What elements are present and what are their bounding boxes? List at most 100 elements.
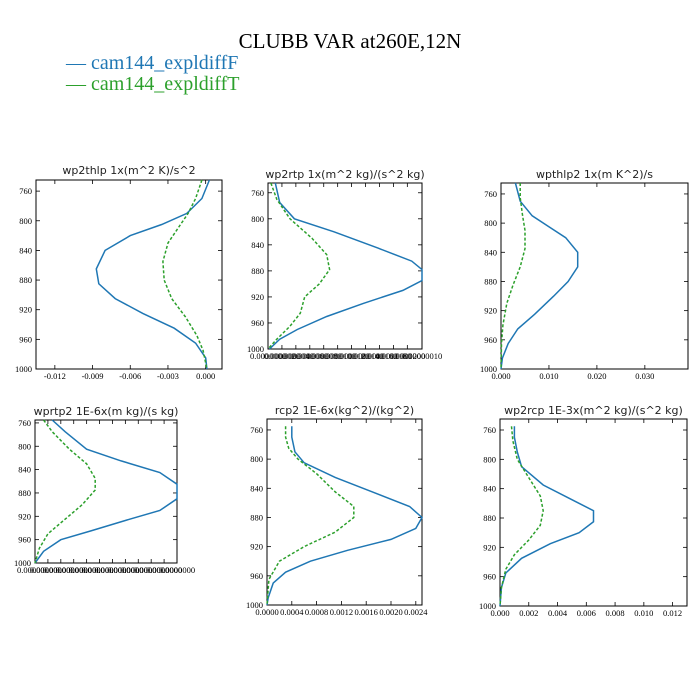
series-line-expldiffF	[266, 426, 423, 606]
y-tick-label: 760	[251, 188, 264, 198]
x-tick-label: 0.0000000	[56, 565, 92, 575]
y-tick-label: 960	[250, 571, 263, 581]
y-tick-label: 920	[251, 292, 264, 302]
x-tick-label: 0.0024	[404, 607, 428, 617]
plot-frame	[499, 418, 688, 607]
x-tick-label: 0.000	[490, 608, 509, 618]
y-tick-label: 960	[18, 535, 31, 545]
panel-4: rcp2 1E-6x(kg^2)/(kg^2) 760 800 840 880 920 96…	[246, 404, 428, 617]
y-tick-label: 840	[484, 247, 497, 257]
panel-3: wprtp2 1E-6x(m kg)/(s kg)760 800 840 880 920…	[14, 405, 195, 575]
x-tick-label: 0.0000000	[69, 565, 105, 575]
y-tick-label: 1000	[247, 344, 264, 354]
plot-frame	[500, 182, 689, 370]
y-tick-label: 760	[484, 189, 497, 199]
x-tick-label: 0.0000000	[94, 565, 130, 575]
x-tick-label: 0.0008	[305, 607, 328, 617]
plot-frame	[34, 419, 178, 564]
series-line-expldiffF	[500, 182, 579, 370]
x-tick-label: 0.0000080	[306, 351, 342, 361]
series-line-expldiffT	[162, 179, 208, 370]
y-tick-label: 1000	[246, 600, 263, 610]
x-tick-label: 0.0000000	[17, 565, 53, 575]
y-tick-label: 840	[18, 465, 31, 475]
x-tick-label: 0.0000000	[146, 565, 182, 575]
series-line-expldiffT	[34, 419, 96, 564]
panel-title: wprtp2 1E-6x(m kg)/(s kg)	[34, 405, 179, 418]
y-tick-label: 880	[19, 275, 32, 285]
x-tick-label: 0.010	[634, 608, 653, 618]
series-line-expldiffF	[499, 426, 595, 607]
x-tick-label: 0.000	[196, 371, 215, 381]
y-tick-label: 960	[251, 318, 264, 328]
y-tick-label: 800	[251, 214, 264, 224]
x-tick-label: 0.0000000	[43, 565, 79, 575]
x-tick-label: 0.0004	[280, 607, 304, 617]
y-tick-label: 880	[484, 276, 497, 286]
x-tick-label: 0.010	[539, 371, 558, 381]
x-tick-label: -0.012	[44, 371, 66, 381]
panel-title: rcp2 1E-6x(kg^2)/(kg^2)	[275, 404, 414, 417]
x-tick-label: 0.006	[577, 608, 596, 618]
series-line-expldiffF	[268, 182, 423, 350]
plot-frame	[266, 418, 423, 606]
x-tick-label: 0.0000000	[120, 565, 156, 575]
x-tick-label: 0.0000140	[347, 351, 383, 361]
series-line-expldiffT	[266, 426, 355, 606]
x-tick-label: 0.0000000	[30, 565, 66, 575]
y-tick-label: 1000	[479, 601, 496, 611]
y-tick-label: 880	[483, 513, 496, 523]
y-tick-label: 800	[18, 441, 31, 451]
y-tick-label: 1000	[14, 558, 31, 568]
y-tick-label: 920	[483, 542, 496, 552]
x-tick-label: 0.008	[606, 608, 625, 618]
x-tick-label: 0.0000180	[375, 351, 411, 361]
main-title: CLUBB VAR at260E,12N	[238, 29, 462, 53]
x-tick-label: 0.0000000	[159, 565, 195, 575]
y-tick-label: 760	[483, 425, 496, 435]
y-tick-label: 920	[19, 305, 32, 315]
y-tick-label: 840	[483, 484, 496, 494]
y-tick-label: 920	[484, 306, 497, 316]
y-tick-label: 800	[484, 218, 497, 228]
panel-0: wp2thlp 1x(m^2 K)/s^2 760 800 840 880 920 960 1…	[15, 164, 223, 381]
y-tick-label: 760	[250, 425, 263, 435]
x-tick-label: 0.0000000	[81, 565, 117, 575]
x-tick-label: 0.0000120	[334, 351, 370, 361]
y-tick-label: 840	[19, 245, 32, 255]
x-tick-label: 0.0000040	[278, 351, 314, 361]
panel-5: wp2rcp 1E-3x(m^2 kg)/(s^2 kg) 760 800 840 88…	[479, 404, 688, 618]
x-tick-label: 0.012	[663, 608, 682, 618]
y-tick-label: 800	[250, 454, 263, 464]
y-tick-label: 760	[18, 418, 31, 428]
x-tick-label: 0.0000000	[250, 351, 286, 361]
series-line-expldiffT	[267, 182, 331, 350]
y-tick-label: 880	[18, 488, 31, 498]
y-tick-label: 1000	[480, 364, 497, 374]
x-tick-label: 0.0016	[355, 607, 378, 617]
y-tick-label: 760	[19, 186, 32, 196]
series-line-expldiffT	[499, 426, 544, 607]
x-tick-label: 0.0000100	[320, 351, 356, 361]
y-tick-label: 800	[483, 454, 496, 464]
x-tick-label: 0.0020	[379, 607, 402, 617]
y-tick-label: 800	[19, 216, 32, 226]
x-tick-label: 0.004	[548, 608, 568, 618]
y-tick-label: 880	[251, 266, 264, 276]
x-tick-label: 0.0000060	[292, 351, 328, 361]
x-tick-label: 0.00000010	[402, 351, 442, 361]
y-tick-label: 840	[251, 240, 264, 250]
x-tick-label: 0.0000200	[389, 351, 425, 361]
panel-title: wp2rcp 1E-3x(m^2 kg)/(s^2 kg)	[504, 404, 683, 417]
x-tick-label: 0.000	[491, 371, 510, 381]
plot-frame	[35, 179, 223, 370]
panel-title: wpthlp2 1x(m K^2)/s	[536, 168, 653, 181]
y-tick-label: 920	[18, 511, 31, 521]
x-tick-label: 0.020	[587, 371, 606, 381]
x-tick-label: 0.0000000	[133, 565, 169, 575]
x-tick-label: -0.006	[119, 371, 141, 381]
x-tick-label: 0.0000160	[361, 351, 397, 361]
x-tick-label: -0.009	[82, 371, 104, 381]
panel-title: wp2rtp 1x(m^2 kg)/(s^2 kg)	[265, 168, 424, 181]
